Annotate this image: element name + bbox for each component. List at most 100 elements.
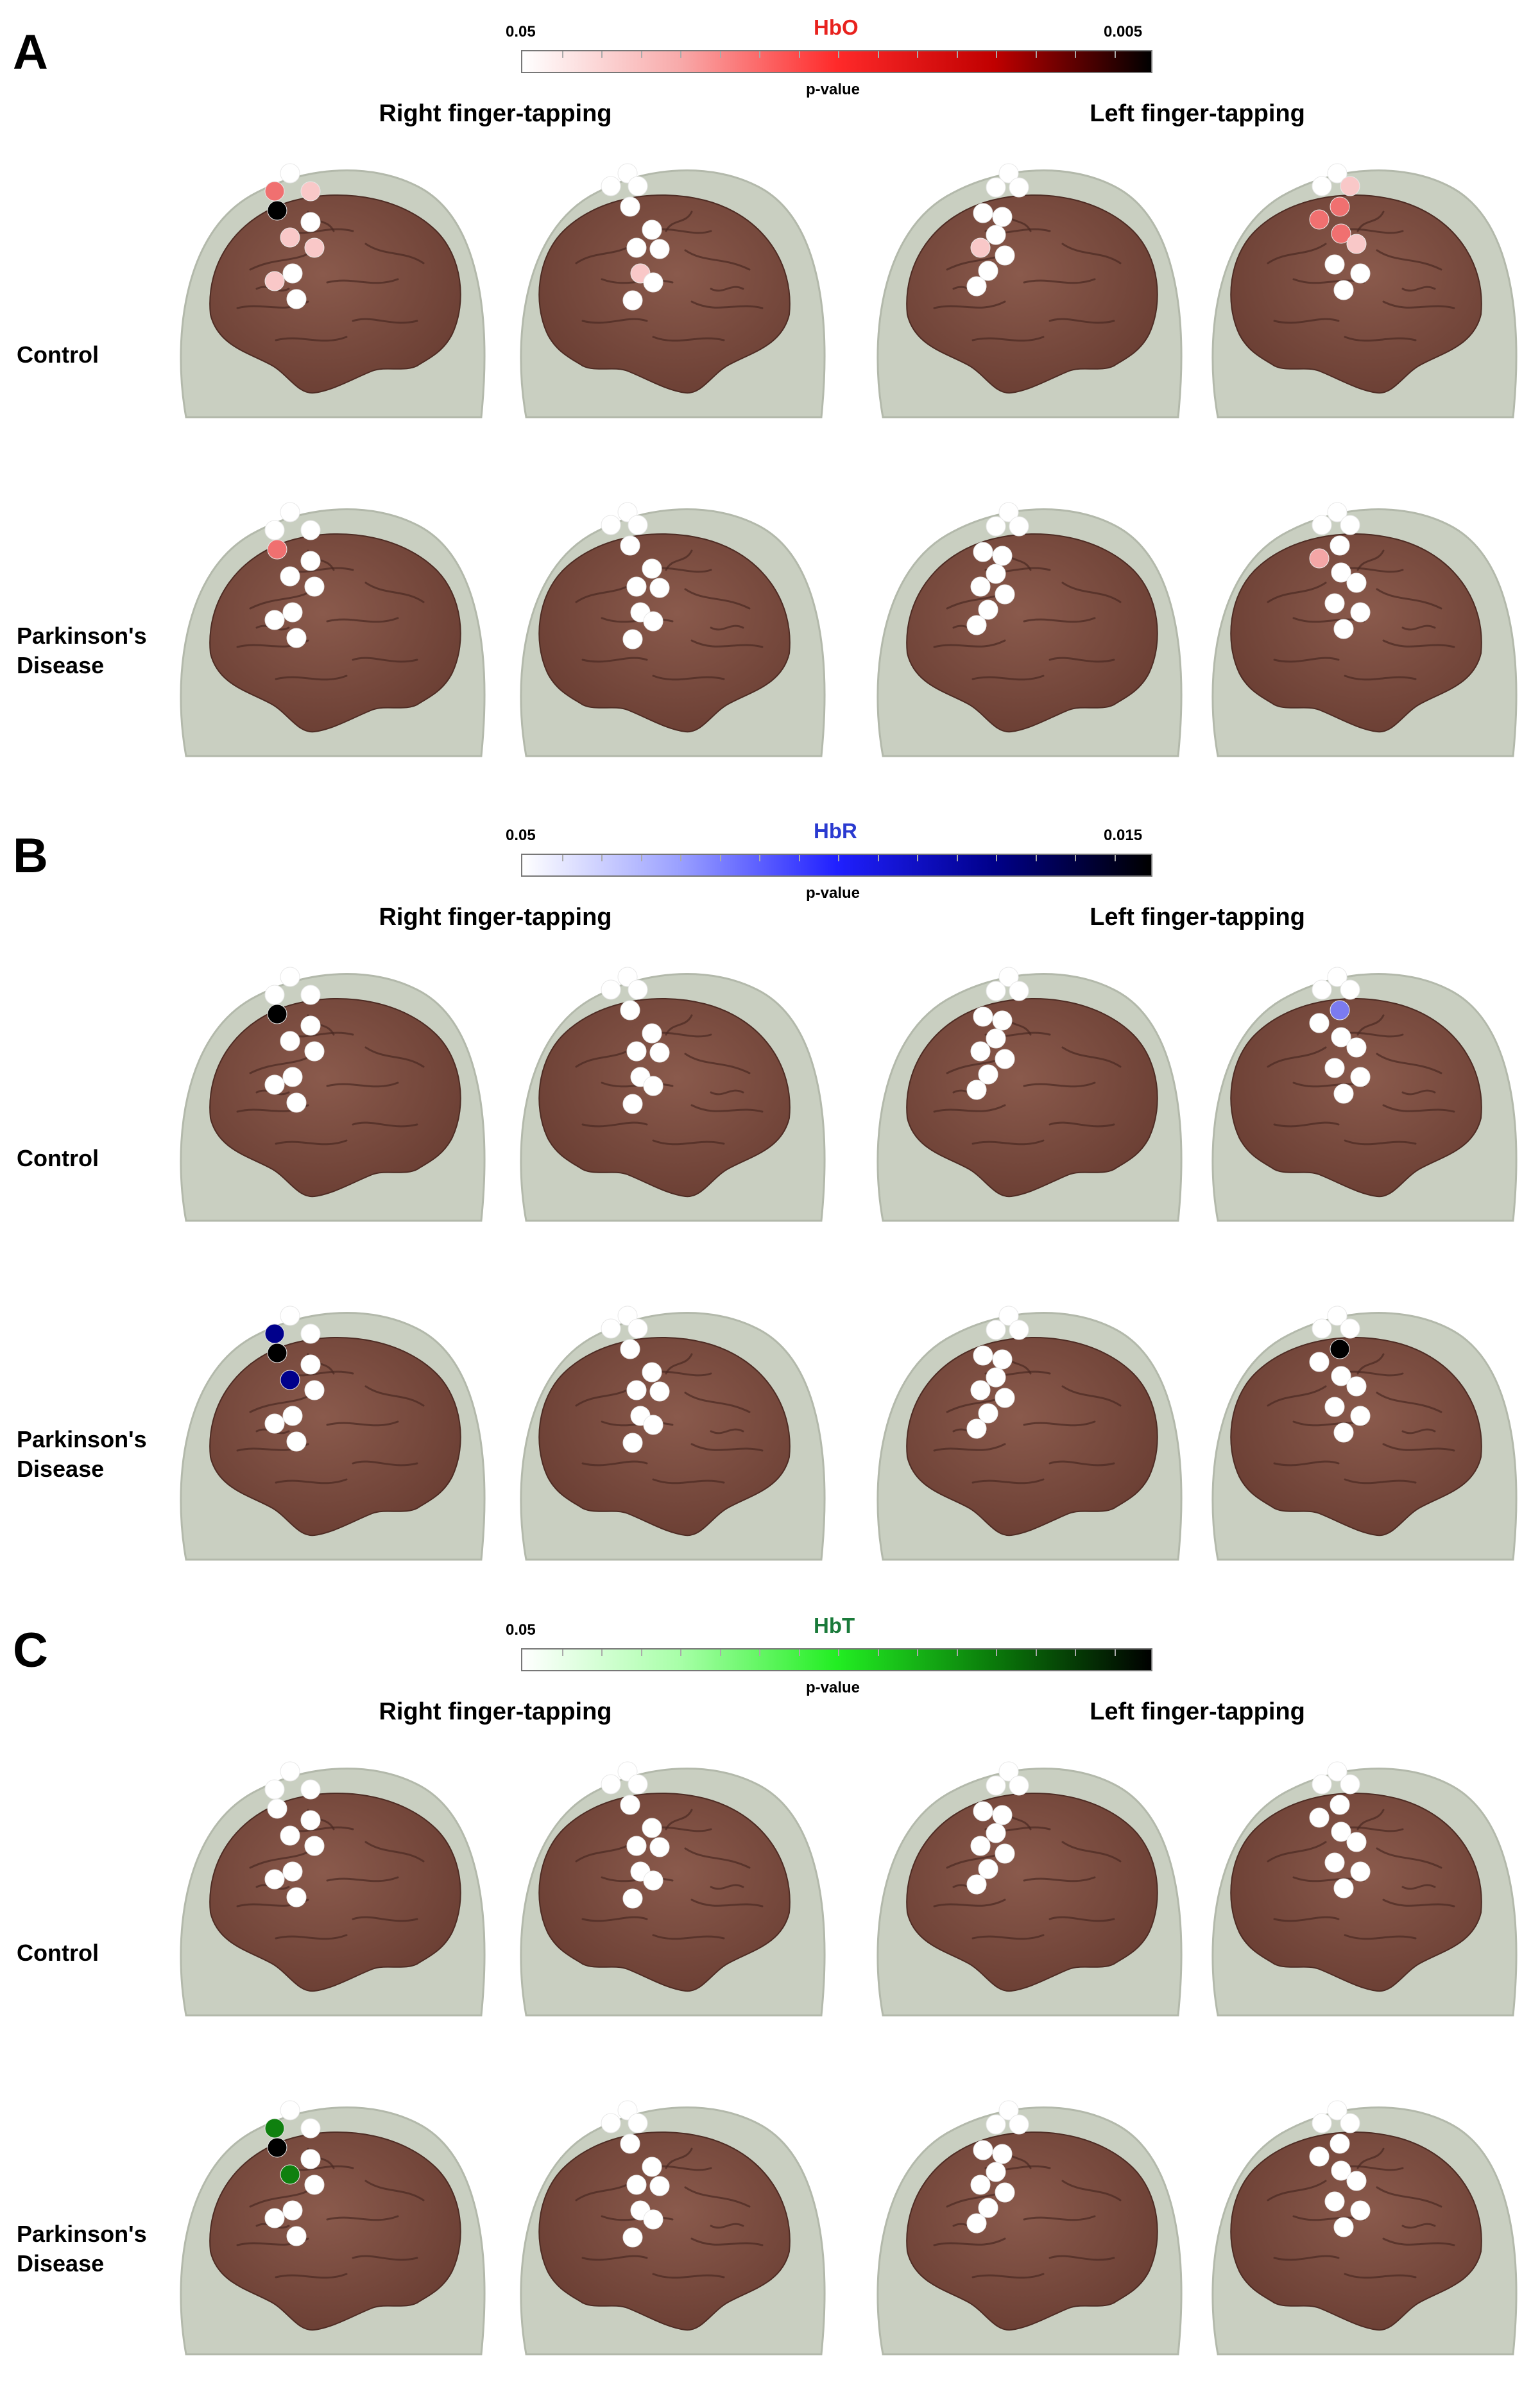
channel-dot	[642, 1023, 662, 1044]
channel-dot	[628, 2113, 648, 2133]
brain-view	[857, 1752, 1196, 2022]
sulcus	[710, 1884, 744, 1890]
channel-dot	[998, 2100, 1019, 2121]
sulcus	[352, 318, 418, 324]
brain-view	[857, 154, 1196, 424]
channel-dot	[970, 1041, 991, 1062]
channel-dot	[986, 564, 1006, 584]
channel-dot	[1009, 516, 1029, 537]
condition-label: Left finger-tapping	[1090, 1698, 1305, 1725]
sulcus	[1382, 2237, 1455, 2246]
channel-dot	[264, 1779, 285, 1800]
channel-dot	[1330, 535, 1350, 556]
channel-dot	[1324, 1852, 1345, 1873]
colorbar-tick	[759, 51, 760, 58]
brain-view	[1192, 154, 1531, 424]
colorbar-tick	[561, 1649, 563, 1656]
channel-dot	[986, 2162, 1006, 2182]
channel-dot	[304, 2175, 325, 2195]
group-label: Parkinson's Disease	[17, 1425, 147, 1484]
brain-view	[501, 2091, 839, 2361]
channel-dot	[970, 576, 991, 597]
channel-dot	[966, 2213, 987, 2234]
channel-dot	[966, 1080, 987, 1100]
brain-surface	[906, 2132, 1158, 2331]
sulcus	[1048, 318, 1115, 324]
sulcus	[1273, 1460, 1340, 1467]
colorbar-tick	[996, 855, 997, 861]
channel-dot	[966, 276, 987, 297]
sulcus	[1401, 1089, 1436, 1096]
channel-dot	[300, 2118, 321, 2139]
colorbar-tick	[640, 51, 642, 58]
channel-dot	[267, 1004, 287, 1024]
sulcus	[652, 1934, 725, 1940]
channel-dot	[1346, 2171, 1367, 2191]
head-render	[877, 1305, 1183, 1561]
channel-dot	[267, 539, 287, 560]
channel-dot	[1312, 2113, 1332, 2133]
channel-dot	[1009, 2114, 1029, 2135]
channel-dot	[601, 1774, 621, 1795]
head-render	[520, 967, 826, 1222]
sulcus	[710, 2223, 744, 2229]
channel-dot	[1333, 2217, 1354, 2237]
channel-dot	[992, 2144, 1013, 2164]
head-render	[180, 1761, 486, 2017]
sulcus	[1382, 1104, 1455, 1113]
channel-dot	[1340, 979, 1360, 1000]
channel-dot	[973, 1345, 993, 1366]
measure-title: HbO	[814, 15, 859, 39]
channel-dot	[620, 196, 640, 217]
channel-dot	[1309, 1013, 1330, 1033]
channel-dot	[992, 1805, 1013, 1825]
channel-dot	[1312, 1318, 1332, 1339]
sulcus	[581, 657, 648, 663]
condition-label: Left finger-tapping	[1090, 100, 1305, 127]
channel-dot	[1309, 548, 1330, 569]
channel-dot	[995, 245, 1015, 266]
channel-dot	[620, 1000, 640, 1021]
sulcus	[1267, 1385, 1327, 1407]
sulcus	[1356, 1809, 1385, 1830]
channel-dot	[620, 2133, 640, 2154]
channel-dot	[300, 1354, 321, 1375]
channel-dot	[264, 1323, 285, 1344]
group-label-line: Disease	[17, 2250, 105, 2277]
channel-dot	[282, 1406, 303, 1426]
channel-dot	[1350, 602, 1371, 623]
channel-dot	[992, 1010, 1013, 1031]
channel-dot	[1327, 1761, 1348, 1782]
sulcus	[1382, 1899, 1455, 1908]
group-label-line: Parkinson's	[17, 2221, 147, 2247]
sulcus	[652, 1139, 725, 1146]
sulcus	[1061, 243, 1122, 264]
group-label-line: Disease	[17, 652, 105, 678]
channel-dot	[300, 520, 321, 540]
sulcus	[581, 1916, 648, 1922]
channel-dot	[1327, 502, 1348, 522]
channel-dot	[280, 566, 300, 587]
sulcus	[1048, 657, 1115, 663]
sulcus	[933, 639, 1006, 648]
channel-dot	[1346, 234, 1367, 254]
sulcus	[364, 2180, 425, 2201]
brain-surface	[1230, 2132, 1482, 2331]
sulcus	[352, 1121, 418, 1128]
colorbar-tick	[838, 1649, 839, 1656]
sulcus	[275, 1139, 348, 1146]
group-label: Control	[17, 341, 99, 368]
channel-dot	[267, 200, 287, 221]
channel-dot	[264, 181, 285, 202]
condition-label: Right finger-tapping	[379, 1698, 612, 1725]
sulcus	[1061, 581, 1122, 603]
colorbar-tick	[640, 855, 642, 861]
sulcus	[1048, 1916, 1115, 1922]
sulcus	[275, 675, 348, 681]
sulcus	[1023, 2215, 1096, 2221]
brain-surface	[538, 194, 791, 394]
channel-dot	[1309, 1352, 1330, 1372]
sulcus	[364, 1841, 425, 1863]
group-label: Control	[17, 1145, 99, 1171]
channel-dot	[280, 1370, 300, 1390]
